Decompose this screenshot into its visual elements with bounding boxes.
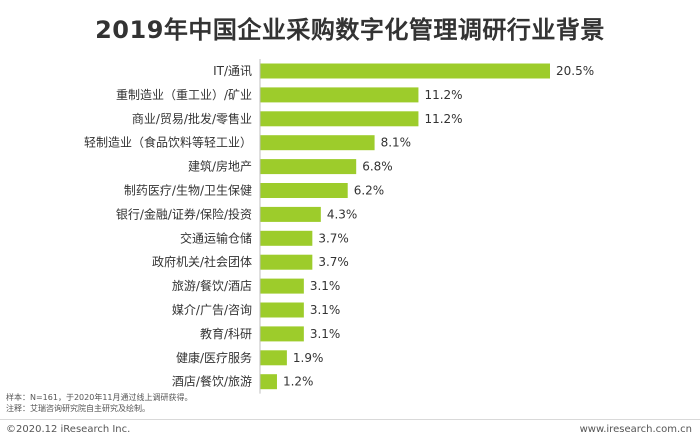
- category-label: 银行/金融/证券/保险/投资: [116, 206, 252, 221]
- source-note: 注释：艾瑞咨询研究院自主研究及绘制。: [6, 404, 150, 413]
- copyright-text: ©2020.12 iResearch Inc.: [6, 424, 131, 435]
- value-label: 3.1%: [310, 279, 341, 293]
- bar: [260, 159, 357, 175]
- value-label: 8.1%: [381, 136, 412, 150]
- category-label: 酒店/餐饮/旅游: [172, 374, 252, 389]
- value-label: 20.5%: [556, 64, 594, 78]
- sample-note: 样本：N=161，于2020年11月通过线上调研获得。: [6, 393, 193, 402]
- bar: [260, 230, 313, 246]
- bar: [260, 278, 304, 294]
- value-label: 1.9%: [293, 351, 324, 365]
- category-label: 重制造业（重工业）/矿业: [116, 88, 252, 102]
- category-label: 制药医疗/生物/卫生保健: [124, 184, 252, 198]
- category-label: 媒介/广告/咨询: [172, 302, 252, 317]
- value-label: 1.2%: [283, 375, 314, 389]
- category-label: 建筑/房地产: [188, 159, 252, 174]
- value-label: 6.2%: [354, 184, 385, 198]
- website-link[interactable]: www.iresearch.com.cn: [579, 424, 692, 435]
- value-label: 11.2%: [424, 112, 462, 126]
- bar: [260, 111, 419, 127]
- value-label: 3.1%: [310, 327, 341, 341]
- bar: [260, 135, 375, 151]
- value-label: 3.7%: [318, 231, 349, 245]
- footer-divider: [0, 419, 700, 420]
- value-label: 3.1%: [310, 303, 341, 317]
- value-label: 11.2%: [424, 88, 462, 102]
- bar: [260, 87, 419, 103]
- bar: [260, 374, 277, 390]
- bar: [260, 350, 287, 366]
- value-label: 4.3%: [327, 207, 358, 221]
- bar: [260, 326, 304, 342]
- bar: [260, 254, 313, 270]
- category-label: 健康/医疗服务: [176, 350, 252, 365]
- category-label: 交通运输仓储: [180, 230, 252, 245]
- bar: [260, 63, 550, 79]
- bar: [260, 183, 348, 198]
- category-label: 商业/贸易/批发/零售业: [132, 111, 252, 126]
- category-label: 旅游/餐饮/酒店: [172, 278, 252, 293]
- value-label: 6.8%: [362, 160, 393, 174]
- category-label: IT/通讯: [213, 64, 252, 78]
- category-label: 轻制造业（食品饮料等轻工业）: [84, 135, 252, 150]
- category-label: 教育/科研: [200, 326, 252, 341]
- chart-title: 2019年中国企业采购数字化管理调研行业背景: [95, 16, 605, 44]
- value-label: 3.7%: [318, 255, 349, 269]
- bar: [260, 206, 321, 222]
- bar: [260, 302, 304, 318]
- category-label: 政府机关/社会团体: [152, 254, 252, 269]
